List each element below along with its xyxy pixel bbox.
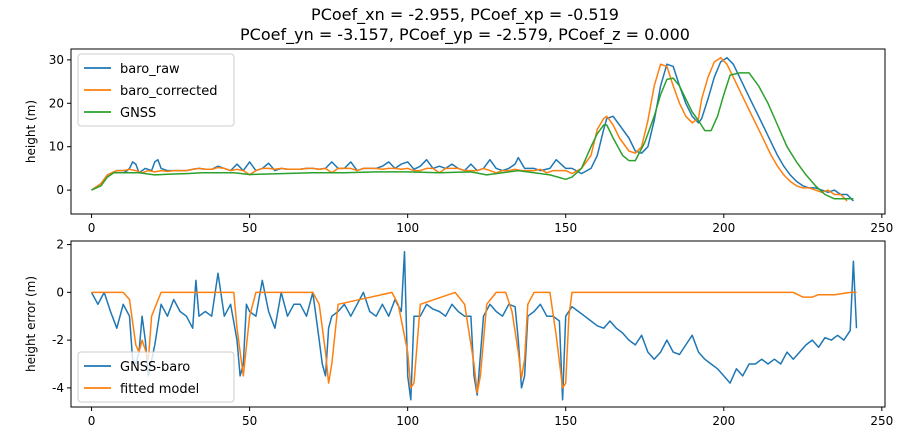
- series-line-baro-corrected: [91, 56, 848, 202]
- y-tick-label: 2: [56, 238, 64, 252]
- y-tick-label: 10: [49, 140, 64, 154]
- axes-frame: [70, 240, 886, 408]
- x-tick-label: 150: [554, 414, 577, 428]
- series-line-gnss-baro: [90, 250, 858, 401]
- axes-frame: [70, 48, 886, 215]
- chart-title-line-2: PCoef_yn = -3.157, PCoef_yp = -2.579, PC…: [240, 25, 690, 45]
- legend-label: baro_raw: [120, 62, 180, 77]
- y-axis-label: height (m): [24, 100, 38, 163]
- y-tick-label: 30: [49, 53, 64, 67]
- y-axis-label: height error (m): [24, 276, 38, 372]
- x-tick-label: 150: [554, 221, 577, 235]
- y-tick-label: 20: [49, 96, 64, 110]
- x-tick-label: 50: [242, 414, 257, 428]
- legend-label: GNSS: [120, 106, 156, 121]
- x-tick-label: 250: [870, 414, 893, 428]
- series-line-fitted-model: [91, 291, 857, 394]
- y-tick-label: -2: [52, 333, 64, 347]
- x-tick-label: 0: [88, 414, 96, 428]
- x-tick-label: 200: [712, 221, 735, 235]
- y-tick-label: 0: [56, 183, 64, 197]
- x-tick-label: 50: [242, 221, 257, 235]
- x-tick-label: 250: [870, 221, 893, 235]
- legend-box: [77, 351, 235, 403]
- lower-panel-height-error: 0 50 100 150 200 250 -4 -2 0 2 height error (m) GNS…: [24, 238, 893, 428]
- legend-label: fitted model: [120, 382, 199, 397]
- y-tick-label: 0: [56, 285, 64, 299]
- legend-label: GNSS-baro: [120, 360, 190, 375]
- legend-label: baro_corrected: [120, 84, 218, 99]
- x-tick-label: 100: [396, 221, 419, 235]
- x-tick-label: 200: [712, 414, 735, 428]
- chart-title-line-1: PCoef_xn = -2.955, PCoef_xp = -0.519: [311, 5, 619, 25]
- legend: baro_raw baro_corrected GNSS: [77, 53, 235, 127]
- legend-box: [77, 53, 235, 127]
- series-line-gnss: [91, 72, 854, 200]
- legend: GNSS-baro fitted model: [77, 351, 235, 403]
- y-tick-label: -4: [52, 381, 64, 395]
- upper-panel-height: 0 50 100 150 200 250 0 10 20 30 height (m) baro_raw…: [24, 48, 893, 235]
- x-tick-label: 0: [88, 221, 96, 235]
- x-tick-label: 100: [396, 414, 419, 428]
